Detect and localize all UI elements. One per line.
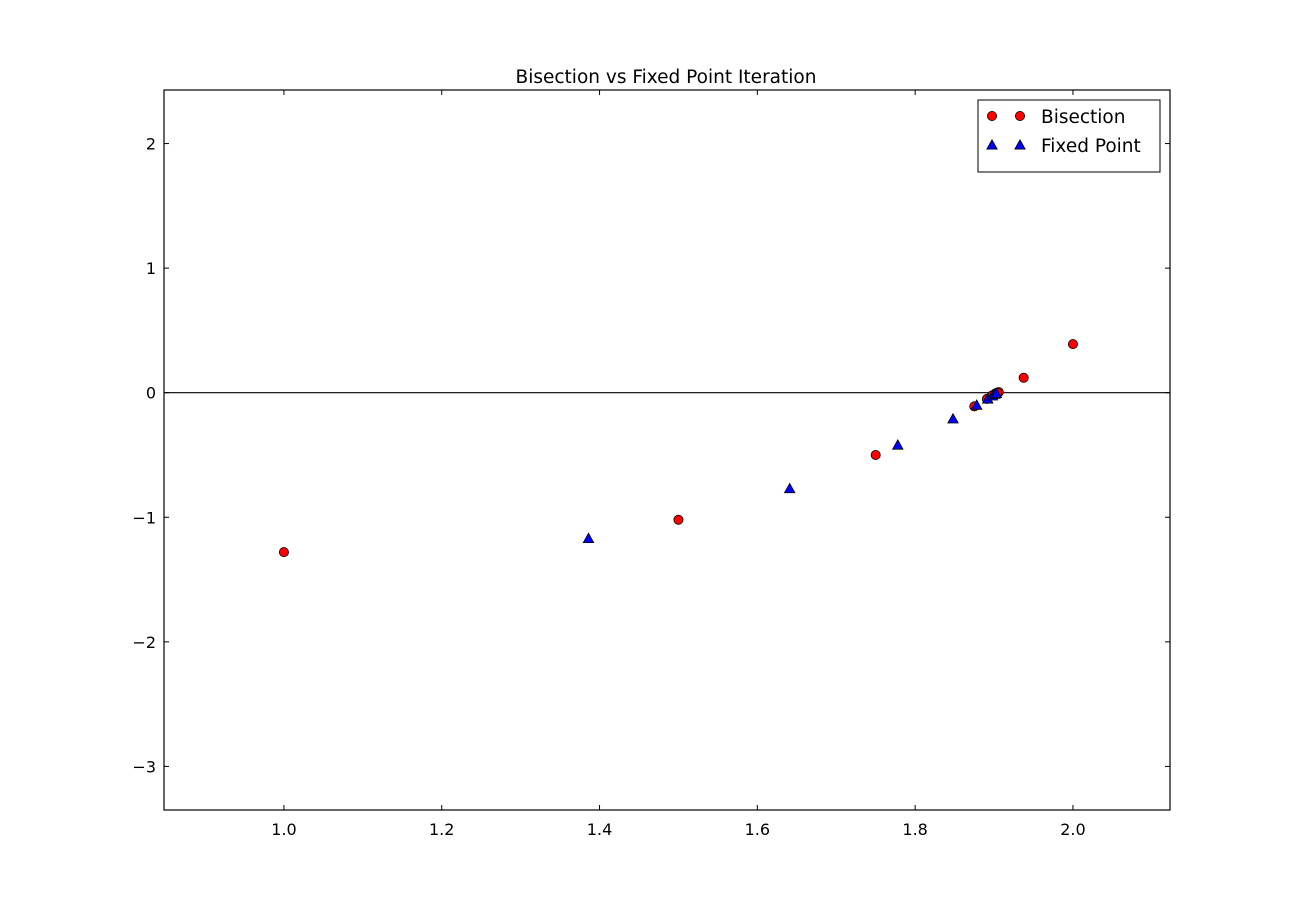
fixed-point-point xyxy=(582,532,595,544)
axes-frame xyxy=(163,89,1171,811)
legend-label-fixed-point: Fixed Point xyxy=(1041,136,1141,157)
legend-marker-bisection xyxy=(1015,111,1026,122)
y-tick-label: 2 xyxy=(146,135,156,154)
plot-area: 1.0 1.2 1.4 1.6 1.8 2.0 2 1 0 −1 −2 −3 xyxy=(132,90,1170,839)
fixed-point-point xyxy=(970,399,983,410)
y-tick-label: −3 xyxy=(132,757,156,776)
y-tick-label: 0 xyxy=(146,384,156,403)
fixed-point-point xyxy=(891,438,904,450)
fixed-point-point xyxy=(990,387,1003,399)
legend-marker-fixed-point xyxy=(986,138,998,150)
fixed-point-point xyxy=(783,482,796,494)
x-tick-label: 1.6 xyxy=(745,820,770,839)
y-tick-label: 1 xyxy=(146,259,156,278)
bisection-point xyxy=(1018,372,1029,383)
x-tick-label: 1.2 xyxy=(429,820,454,839)
legend-marker-fixed-point xyxy=(1014,138,1026,150)
bisection-point xyxy=(673,514,684,525)
x-tick-label: 1.4 xyxy=(587,820,612,839)
legend-marker-bisection xyxy=(987,111,998,122)
x-tick-label: 2.0 xyxy=(1060,820,1085,839)
legend: Bisection Fixed Point xyxy=(977,99,1161,173)
y-tick-label: −1 xyxy=(132,508,156,527)
x-tick-label: 1.8 xyxy=(902,820,927,839)
bisection-point xyxy=(870,449,881,460)
x-tick-label: 1.0 xyxy=(271,820,296,839)
bisection-point xyxy=(278,547,289,558)
chart-title: Bisection vs Fixed Point Iteration xyxy=(516,67,817,88)
bisection-point xyxy=(1067,339,1078,350)
legend-box xyxy=(977,99,1161,173)
y-tick-label: −2 xyxy=(132,633,156,652)
fixed-point-point xyxy=(947,412,959,424)
legend-label-bisection: Bisection xyxy=(1041,107,1125,128)
